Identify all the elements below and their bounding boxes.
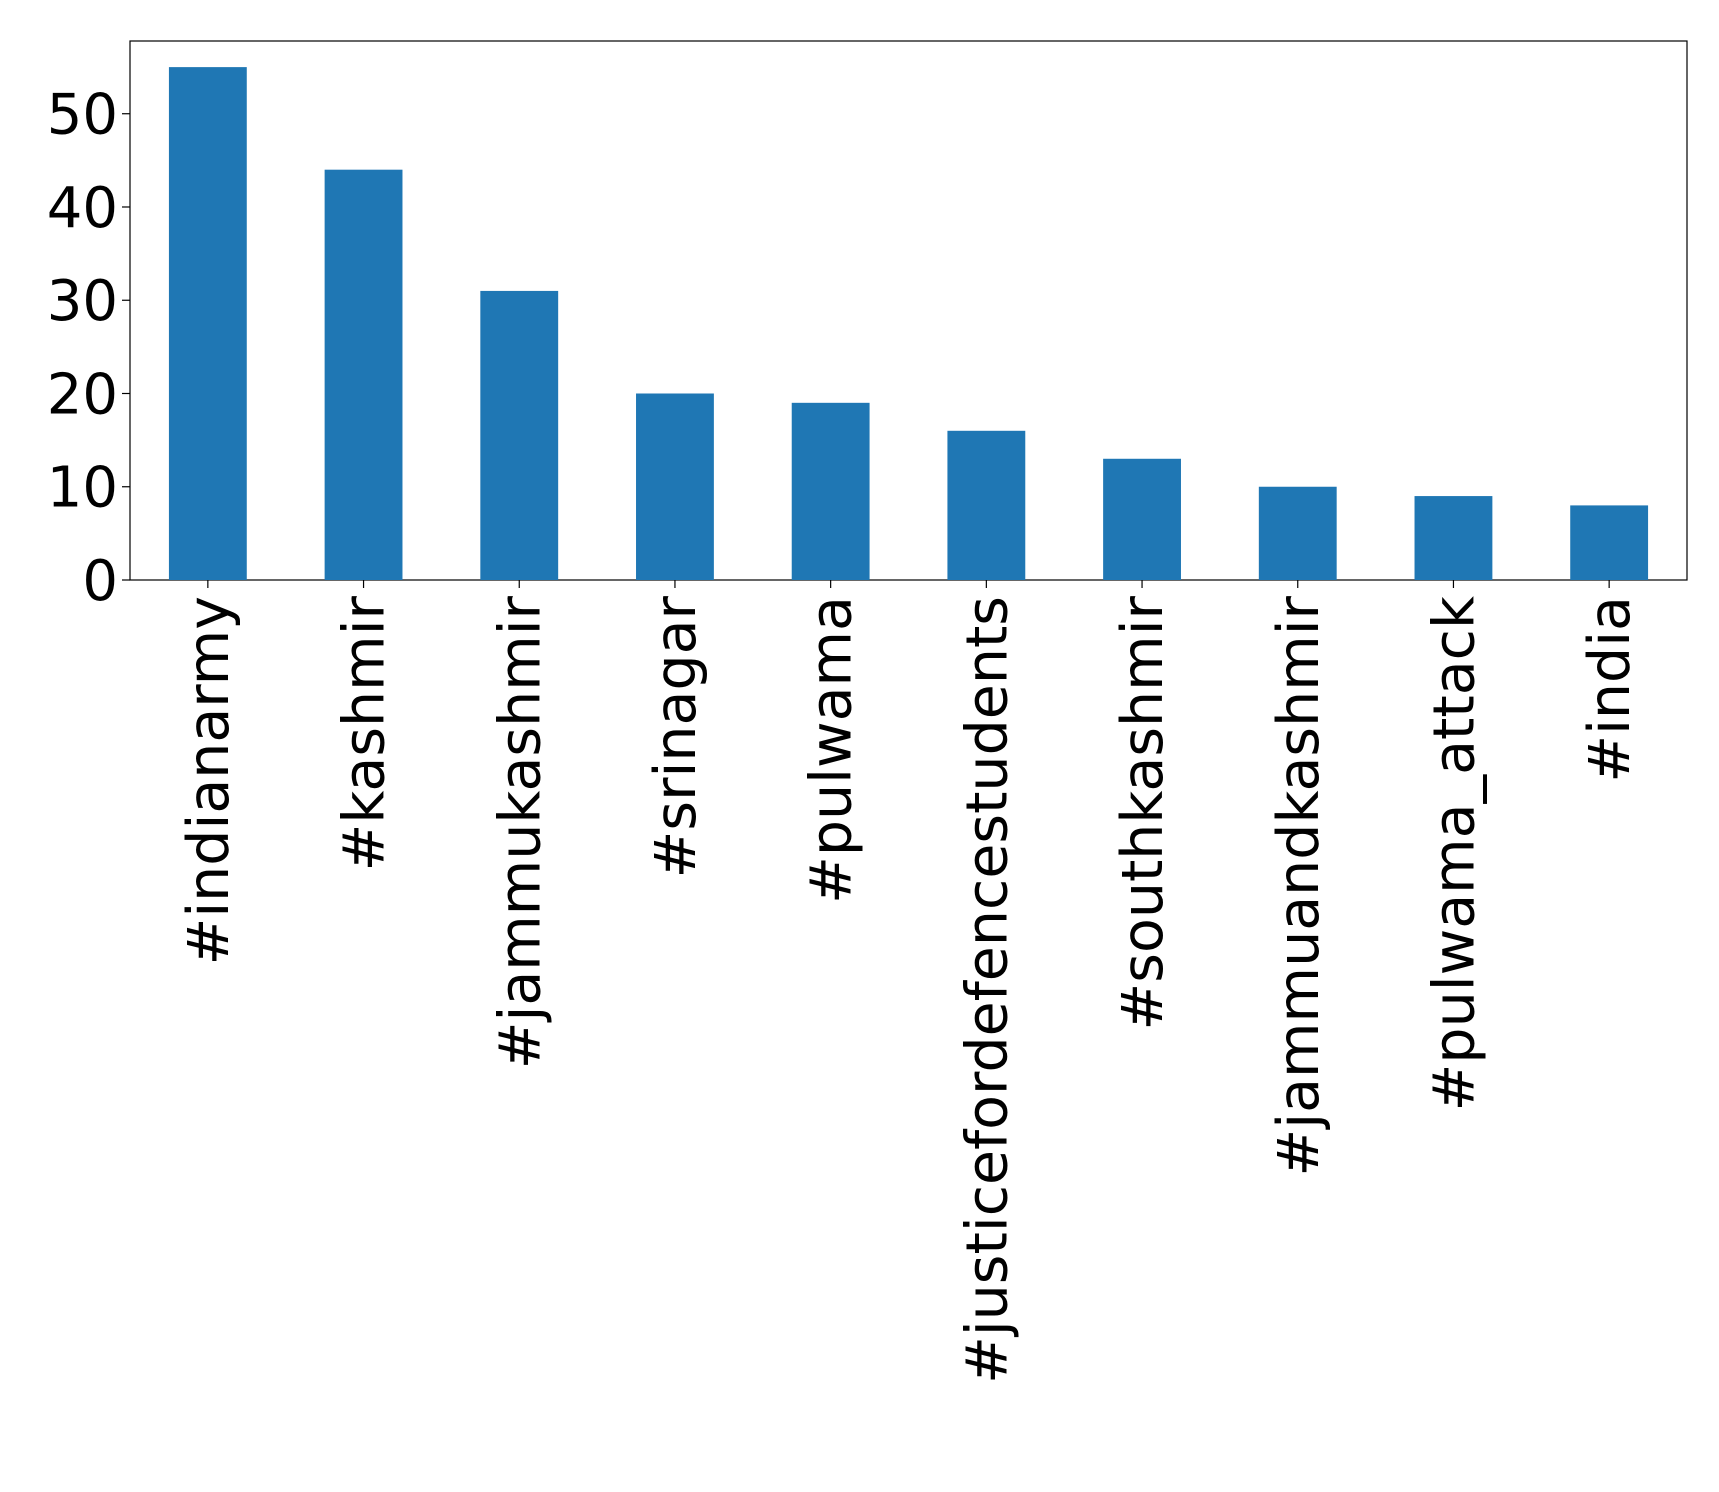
bar <box>480 290 559 580</box>
y-tick-label: 20 <box>47 362 118 427</box>
y-tick-label: 30 <box>47 269 118 334</box>
x-tick-label: #pulwama_attack <box>1421 596 1487 1111</box>
bar <box>636 393 714 580</box>
bar <box>168 67 247 581</box>
x-tick-label: #southkashmir <box>1110 595 1176 1030</box>
x-tick-label: #pulwama <box>799 596 865 904</box>
y-tick-label: 10 <box>47 456 118 521</box>
bar <box>1258 486 1337 580</box>
plot-frame <box>129 40 1688 581</box>
y-tick-label: 0 <box>82 549 118 614</box>
bar <box>1570 505 1649 580</box>
x-tick-label: #kashmir <box>332 595 398 871</box>
bar <box>1414 496 1493 580</box>
bar <box>947 430 1026 580</box>
bar <box>1103 458 1181 580</box>
x-tick-label: #justicefordefencestudents <box>954 596 1020 1384</box>
x-tick-label: #srinagar <box>643 595 709 878</box>
x-tick-label: #indianarmy <box>176 596 242 965</box>
bar <box>791 402 870 580</box>
bar <box>324 169 403 580</box>
x-tick-label: #jammuandkashmir <box>1266 595 1332 1176</box>
x-tick-label: #india <box>1577 596 1643 783</box>
x-tick-label: #jammukashmir <box>487 595 553 1069</box>
y-tick-label: 40 <box>47 176 118 241</box>
y-tick-label: 50 <box>47 83 118 148</box>
